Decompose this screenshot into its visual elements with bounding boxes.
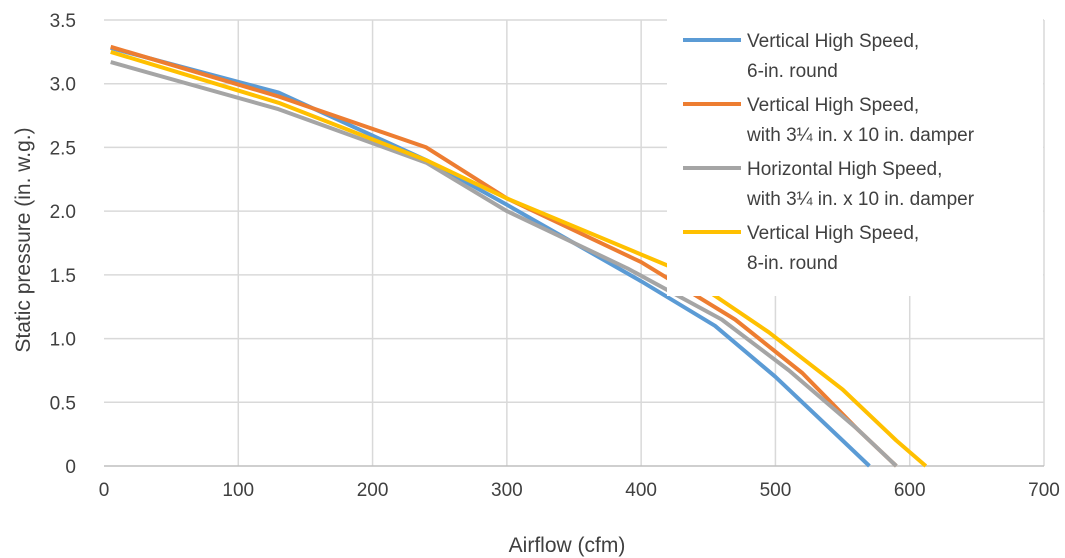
- x-tick-label: 0: [99, 480, 110, 501]
- x-tick-label: 400: [625, 480, 657, 501]
- x-tick-label: 600: [894, 480, 926, 501]
- legend-label-4: Vertical High Speed,: [747, 223, 919, 244]
- y-tick-label: 3.5: [50, 11, 76, 32]
- y-tick-label: 1.5: [50, 266, 76, 287]
- x-tick-label: 300: [491, 480, 523, 501]
- x-axis-title: Airflow (cfm): [509, 534, 626, 557]
- x-tick-label: 100: [222, 480, 254, 501]
- legend-background: [667, 18, 1043, 296]
- y-tick-label: 2.0: [50, 202, 76, 223]
- legend-label-2: with 3¼ in. x 10 in. damper: [746, 125, 975, 146]
- legend-label-1: 6-in. round: [747, 61, 838, 82]
- series-line-3: [110, 60, 898, 468]
- legend-label-4: 8-in. round: [747, 253, 838, 274]
- x-tick-label: 500: [760, 480, 792, 501]
- y-axis-title: Static pressure (in. w.g.): [12, 127, 35, 352]
- legend-label-3: with 3¼ in. x 10 in. damper: [746, 189, 975, 210]
- x-tick-label: 200: [357, 480, 389, 501]
- legend-label-3: Horizontal High Speed,: [747, 159, 942, 180]
- tick-labels: 0 100 200 300 400 500 600 700 0 0.5 1.0 1.5 2.0 2.5 3.…: [50, 11, 1060, 501]
- series-lines: [110, 44, 928, 468]
- legend: Vertical High Speed, 6-in. round Vertical …: [667, 18, 1043, 296]
- x-tick-label: 700: [1028, 480, 1060, 501]
- legend-label-2: Vertical High Speed,: [747, 95, 919, 116]
- y-tick-label: 0.5: [50, 393, 76, 414]
- series-line-2: [110, 44, 898, 468]
- y-tick-label: 3.0: [50, 75, 76, 96]
- legend-label-1: Vertical High Speed,: [747, 31, 919, 52]
- y-tick-label: 2.5: [50, 138, 76, 159]
- y-tick-label: 1.0: [50, 330, 76, 351]
- y-tick-label: 0: [65, 457, 76, 478]
